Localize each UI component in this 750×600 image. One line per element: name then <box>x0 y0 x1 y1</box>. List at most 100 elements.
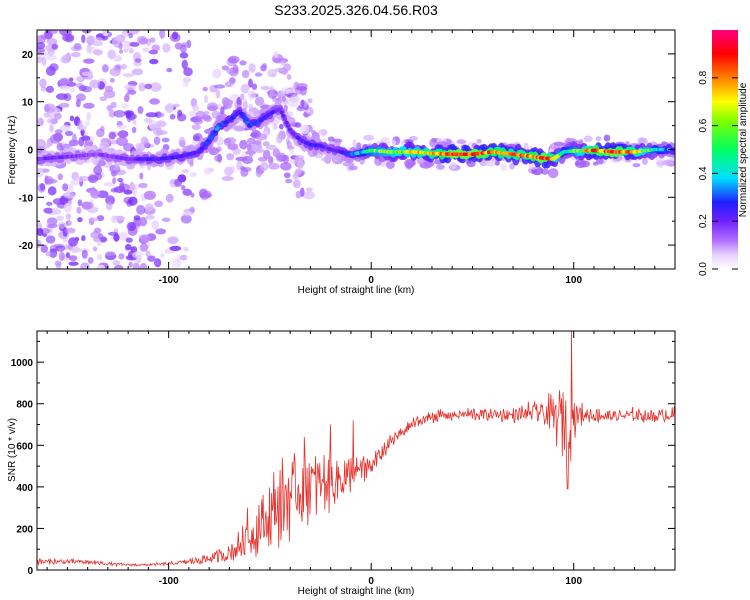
spectrogram-noise-blob <box>45 251 51 257</box>
spectrogram-noise-blob <box>181 169 190 174</box>
spectrogram-noise-blob <box>105 195 116 205</box>
spectrogram-noise-blob <box>41 232 48 237</box>
spectrogram-x-tick-label: -100 <box>159 275 179 286</box>
spectrogram-noise-blob <box>101 64 109 73</box>
spectrogram-noise-blob <box>121 64 127 70</box>
spectrogram-noise-blob <box>69 115 75 122</box>
spectrogram-noise-blob <box>268 156 274 165</box>
spectrogram-noise-blob <box>161 217 171 223</box>
spectrogram-noise-blob <box>102 30 109 37</box>
spectrogram-noise-blob <box>76 206 82 214</box>
spectrogram-noise-blob <box>131 126 137 134</box>
spectrogram-noise-blob <box>129 181 135 192</box>
spectrogram-noise-blob <box>226 153 235 161</box>
spectrogram-noise-blob <box>108 109 116 118</box>
spectrogram-noise-blob <box>37 41 46 50</box>
spectrogram-noise-blob <box>500 163 508 171</box>
colorbar: 0.0 0.2 0.4 0.6 0.8 Normalized spectral ampl… <box>698 30 749 276</box>
snr-y-tick-label: 600 <box>16 441 33 452</box>
spectrogram-noise-blob <box>87 174 99 184</box>
spectrogram-noise-blob <box>124 243 132 251</box>
spectrogram-noise-blob <box>289 94 300 103</box>
spectrogram-noise-blob <box>103 182 116 187</box>
spectrogram-noise-blob <box>43 207 54 214</box>
spectrogram-noise-blob <box>147 255 156 262</box>
spectrogram-noise-blob <box>41 57 47 66</box>
spectrogram-noise-blob <box>280 59 286 66</box>
spectrogram-noise-blob <box>67 220 73 226</box>
spectrogram-noise-blob <box>75 98 81 108</box>
spectrogram-noise-blob <box>248 78 253 88</box>
snr-x-axis-label: Height of straight line (km) <box>298 586 415 597</box>
spectrogram-noise-blob <box>169 245 182 252</box>
spectrogram-noise-blob <box>294 122 302 128</box>
spectrogram-noise-blob <box>183 246 189 252</box>
spectrogram-noise-blob <box>212 68 222 79</box>
spectrogram-noise-blob <box>523 145 534 151</box>
spectrogram-noise-blob <box>118 231 129 241</box>
spectrogram-noise-blob <box>246 137 256 145</box>
spectrogram-noise-blob <box>78 85 87 92</box>
spectrogram-noise-blob <box>269 85 274 96</box>
spectrogram-noise-blob <box>45 85 55 93</box>
spectrogram-noise-blob <box>125 111 132 119</box>
spectrogram-noise-blob <box>77 217 83 223</box>
spectrogram-noise-blob <box>145 112 158 118</box>
snr-x-tick-label: -100 <box>159 576 179 587</box>
spectrogram-noise-blob <box>239 60 247 66</box>
spectrogram-noise-blob <box>63 191 76 199</box>
spectrogram-noise-blob <box>70 87 75 93</box>
spectrogram-noise-blob <box>248 90 256 100</box>
spectrogram-y-tick-label: 10 <box>22 98 34 109</box>
spectrogram-noise-blob <box>248 147 254 158</box>
spectrogram-noise-blob <box>57 173 64 181</box>
spectrogram-noise-blob <box>227 143 239 151</box>
spectrogram-noise-blob <box>70 246 81 253</box>
spectrogram-noise-blob <box>294 168 302 175</box>
spectrogram-noise-blob <box>166 67 173 73</box>
spectrogram-noise-blob <box>203 110 210 116</box>
spectrogram-noise-blob <box>300 124 310 135</box>
spectrogram-noise-blob <box>165 193 174 203</box>
spectrogram-noise-blob <box>93 165 103 175</box>
spectrogram-noise-blob <box>96 238 102 247</box>
spectrogram-noise-blob <box>45 201 53 206</box>
spectrogram-noise-blob <box>109 77 115 83</box>
spectrogram-noise-blob <box>260 85 271 91</box>
spectrogram-noise-blob <box>145 250 151 258</box>
spectrogram-noise-blob <box>311 129 316 135</box>
spectrogram-noise-blob <box>236 96 242 107</box>
spectrogram-noise-blob <box>117 177 124 183</box>
spectrogram-noise-blob <box>106 202 113 211</box>
spectrogram-noise-blob <box>221 65 230 71</box>
spectrogram-noise-blob <box>125 237 133 243</box>
spectrogram-noise-blob <box>49 248 58 259</box>
spectrogram-noise-blob <box>62 183 69 192</box>
spectrogram-noise-blob <box>229 165 235 174</box>
spectrogram-noise-blob <box>137 106 144 115</box>
spectrogram-noise-blob <box>541 168 550 175</box>
spectrogram-noise-blob <box>322 138 327 143</box>
spectrogram-noise-blob <box>494 160 500 166</box>
spectrogram-noise-blob <box>180 184 186 191</box>
spectrogram-noise-blob <box>240 166 252 173</box>
spectrogram-noise-blob <box>49 133 61 144</box>
spectrogram-noise-blob <box>136 204 146 215</box>
spectrogram-noise-blob <box>182 210 193 217</box>
spectrogram-noise-blob <box>51 43 59 50</box>
spectrogram-noise-blob <box>82 30 92 34</box>
spectrogram-noise-blob <box>88 217 99 222</box>
spectrogram-noise-blob <box>574 159 587 169</box>
spectrogram-noise-blob <box>254 72 263 77</box>
spectrogram-noise-blob <box>37 56 44 64</box>
spectrogram-noise-blob <box>155 120 167 128</box>
spectrogram-noise-blob <box>58 251 65 262</box>
spectrogram-noise-blob <box>118 253 125 260</box>
spectrogram-noise-blob <box>120 103 129 109</box>
spectrogram-noise-blob <box>188 110 198 117</box>
spectrogram-noise-blob <box>195 110 205 120</box>
spectrogram-noise-blob <box>96 254 103 261</box>
spectrogram-noise-blob <box>99 96 108 102</box>
